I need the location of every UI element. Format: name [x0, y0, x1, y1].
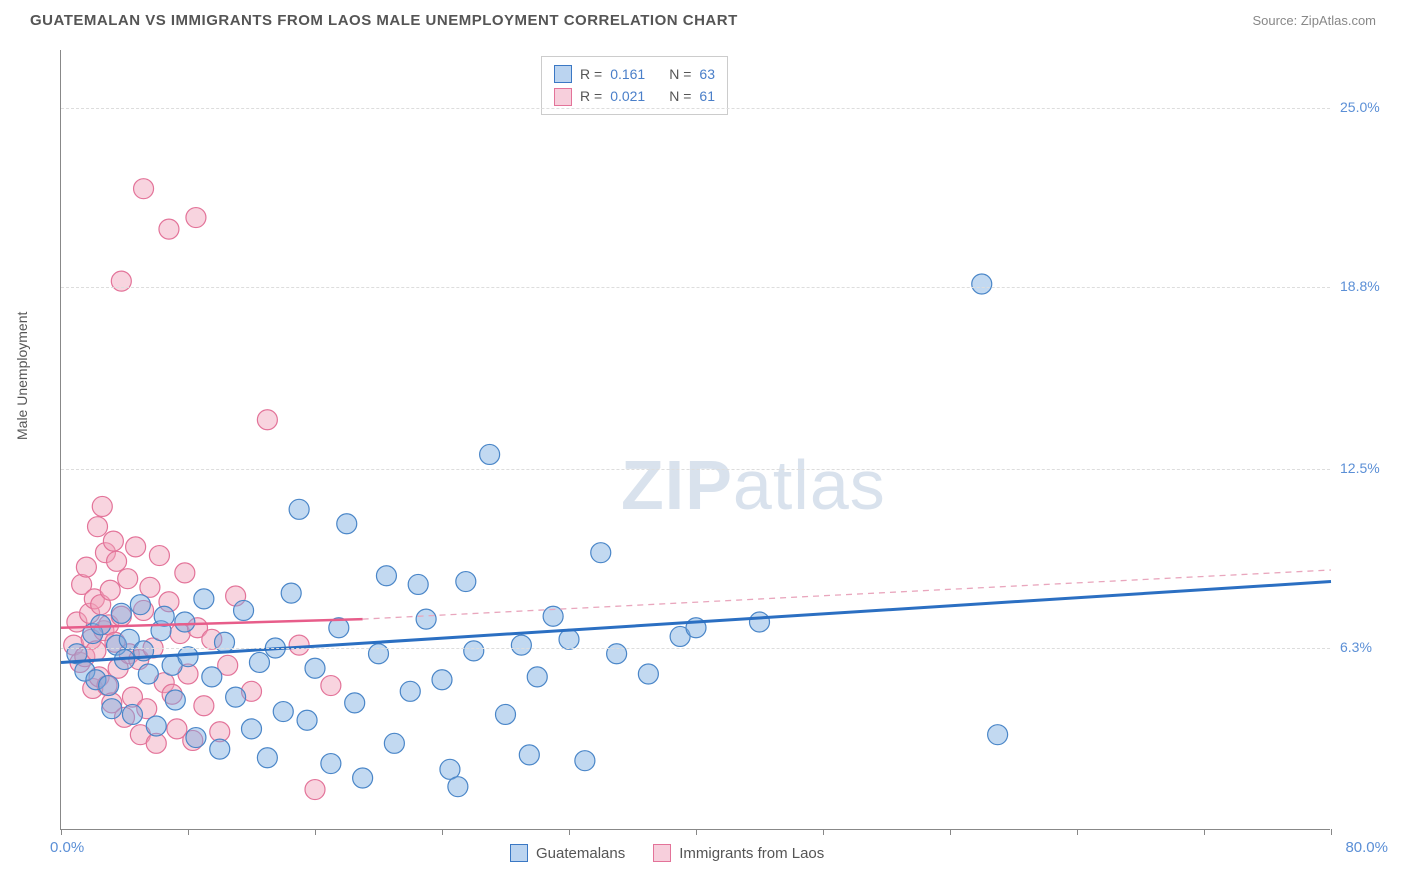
legend-N-label: N = — [669, 63, 691, 85]
legend-R-value-blue: 0.161 — [610, 63, 645, 85]
legend-N-value-blue: 63 — [699, 63, 715, 85]
source-attribution: Source: ZipAtlas.com — [1252, 13, 1376, 28]
legend-N-value-pink: 61 — [699, 85, 715, 107]
legend-N-label-2: N = — [669, 85, 691, 107]
legend-swatch-pink — [554, 88, 572, 106]
x-axis-max-label: 80.0% — [1345, 839, 1388, 856]
bottom-legend-label-1: Immigrants from Laos — [679, 845, 824, 862]
legend-R-label: R = — [580, 63, 602, 85]
chart-title: GUATEMALAN VS IMMIGRANTS FROM LAOS MALE … — [30, 12, 738, 29]
x-axis-origin-label: 0.0% — [50, 839, 84, 856]
scatter-svg — [61, 50, 1330, 829]
y-axis-label: Male Unemployment — [14, 312, 30, 440]
bottom-swatch-pink — [653, 844, 671, 862]
legend-swatch-blue — [554, 65, 572, 83]
chart-plot-area: R = 0.161 N = 63 R = 0.021 N = 61 ZIPatl… — [60, 50, 1330, 830]
series-legend: Guatemalans Immigrants from Laos — [510, 844, 824, 862]
y-tick-label: 12.5% — [1340, 460, 1400, 476]
y-tick-label: 25.0% — [1340, 99, 1400, 115]
bottom-swatch-blue — [510, 844, 528, 862]
bottom-legend-label-0: Guatemalans — [536, 845, 625, 862]
legend-R-label-2: R = — [580, 85, 602, 107]
y-tick-label: 18.8% — [1340, 278, 1400, 294]
correlation-legend: R = 0.161 N = 63 R = 0.021 N = 61 — [541, 56, 728, 115]
legend-R-value-pink: 0.021 — [610, 85, 645, 107]
y-tick-label: 6.3% — [1340, 639, 1400, 655]
